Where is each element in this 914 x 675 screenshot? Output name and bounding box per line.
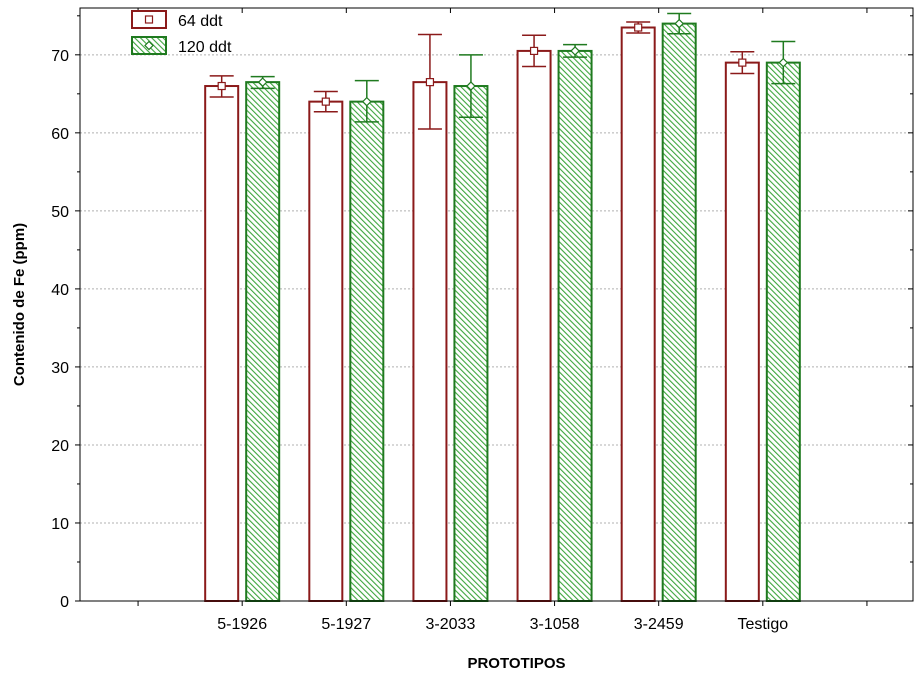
x-tick-label: 3-2033 [426,616,476,633]
y-tick-label: 0 [60,594,69,611]
bar-64ddt [518,51,551,601]
bar-120ddt [246,82,279,601]
x-tick-label: 5-1927 [321,616,371,633]
x-tick-label: 3-1058 [530,616,580,633]
legend-label: 64 ddt [178,13,223,30]
bar-64ddt [309,102,342,601]
bar-120ddt [454,86,487,601]
bar-120ddt [350,102,383,601]
y-axis-title: Contenido de Fe (ppm) [11,223,28,386]
mean-marker [739,59,746,66]
bar-64ddt [726,63,759,601]
bar-120ddt [767,63,800,601]
mean-marker [322,98,329,105]
y-tick-label: 10 [51,516,69,533]
mean-marker [531,47,538,54]
x-tick-label: 5-1926 [217,616,267,633]
bar-120ddt [559,51,592,601]
bar-64ddt [205,86,238,601]
y-tick-label: 50 [51,204,69,221]
y-tick-label: 20 [51,438,69,455]
bar-64ddt [622,28,655,601]
legend-label: 120 ddt [178,39,232,56]
x-tick-label: 3-2459 [634,616,684,633]
y-tick-label: 60 [51,126,69,143]
bars [205,13,800,601]
mean-marker [218,83,225,90]
bar-64ddt [413,82,446,601]
y-tick-label: 30 [51,360,69,377]
legend-marker [146,16,153,23]
x-axis-title: PROTOTIPOS [467,655,565,672]
mean-marker [635,24,642,31]
x-tick-label: Testigo [737,616,788,633]
mean-marker [426,79,433,86]
bar-120ddt [663,24,696,601]
legend: 64 ddt 120 ddt [132,11,232,56]
y-tick-label: 40 [51,282,69,299]
y-tick-label: 70 [51,48,69,65]
